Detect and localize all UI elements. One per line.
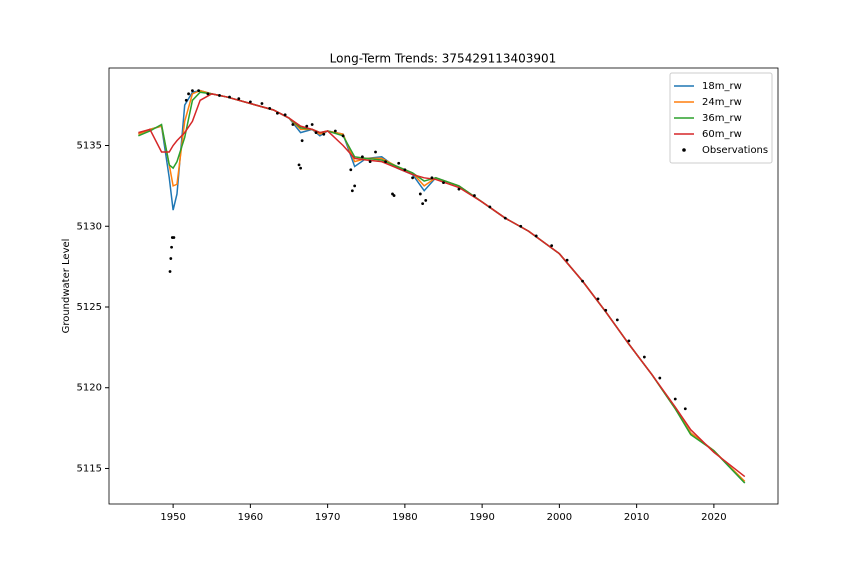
observation-point [187,92,190,96]
observation-point [228,95,231,99]
y-tick-label: 5125 [77,302,102,313]
plot-area [138,89,746,484]
observation-point [627,339,631,343]
observation-point [596,297,600,301]
y-tick-label: 5130 [77,221,102,232]
observation-point [403,168,407,172]
observation-point [368,160,372,164]
legend-label: 24m_rw [702,97,742,108]
y-axis-label: Groundwater Level [61,239,72,334]
observation-point [300,139,304,143]
x-tick-label: 2010 [624,512,649,523]
y-tick-label: 5115 [77,463,102,474]
legend-label: 18m_rw [702,81,742,92]
observation-point [430,176,434,180]
observation-point [658,376,662,380]
observation-point [457,187,461,191]
observation-point [291,123,295,126]
observation-point [305,124,309,128]
observation-point [297,163,301,167]
chart-title: Long-Term Trends: 375429113403901 [330,52,557,66]
y-tick-label: 5135 [77,141,102,152]
observation-point [374,150,377,154]
observation-point [534,234,538,238]
observation-point [169,257,173,260]
observation-point [421,202,425,206]
legend-marker [682,148,686,152]
x-tick-label: 1990 [469,512,494,523]
observation-point [565,258,569,262]
x-tick-label: 2000 [547,512,572,523]
observation-point [341,134,345,138]
observation-point [170,245,173,249]
axes-frame [108,67,779,505]
observation-point [248,100,252,104]
observation-point [168,270,172,273]
x-tick-label: 1980 [392,512,417,523]
legend-box [669,72,773,164]
observation-point [283,113,287,117]
legend-label: 36m_rw [702,113,742,124]
observation-point [673,397,677,401]
observation-point [360,155,364,159]
observation-point [276,111,279,115]
observation-point [353,184,357,188]
observation-point [392,194,396,197]
observation-point [397,161,401,165]
legend-label: 60m_rw [702,129,742,140]
observation-point [299,166,302,170]
observation-point [424,199,428,202]
observation-point [349,168,353,172]
x-tick-label: 1950 [160,512,185,523]
observation-point [172,236,176,239]
line [138,93,746,478]
observation-point [197,89,201,93]
observation-point [550,244,554,248]
observation-point [503,216,507,220]
observation-point [411,176,414,180]
observation-point [237,97,241,101]
x-tick-label: 2020 [701,512,726,523]
observation-point [418,192,422,196]
observation-point [384,160,387,164]
observation-point [310,123,314,126]
observation-point [268,106,272,110]
observation-point [218,94,221,97]
observation-point [604,308,608,312]
legend-label: Observations [702,145,768,156]
observation-point [642,355,646,359]
observation-point [615,318,619,322]
observation-point [488,205,492,209]
x-tick-label: 1970 [315,512,340,523]
observation-point [350,189,354,193]
observation-point [473,194,476,197]
observation-point [333,129,337,133]
observation-point [314,131,318,134]
observation-point [260,102,264,105]
observation-point [581,279,584,283]
observation-point [191,89,194,93]
observation-point [519,224,523,228]
observation-point [442,181,445,185]
observation-point [184,98,188,102]
observation-point [322,132,326,136]
observation-point [206,92,210,96]
x-tick-label: 1960 [238,512,263,523]
y-tick-label: 5120 [77,383,102,394]
observation-point [683,407,687,411]
